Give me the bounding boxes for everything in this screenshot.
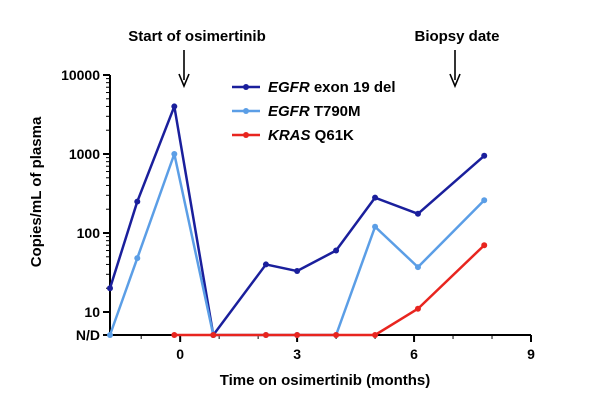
legend-marker [243,108,249,114]
data-point [481,242,488,249]
legend-label: EGFR exon 19 del [268,79,396,96]
data-point [333,247,340,254]
data-point [134,255,141,262]
data-point [414,305,421,312]
series-line [108,105,486,337]
data-point [210,332,217,338]
legend-label-italic: KRAS [268,127,311,144]
data-point [262,332,269,338]
data-point [372,223,379,230]
series-line [108,152,486,337]
annotation-1: Start of osimertinib [128,28,266,89]
data-point [414,210,421,217]
legend-label-italic: EGFR [268,79,310,96]
x-tick-label: 6 [410,346,418,362]
y-tick-label: 10000 [61,67,100,83]
legend-marker [243,132,249,138]
series-3 [171,242,488,338]
legend-label: EGFR T790M [268,103,361,120]
data-point [171,151,178,157]
data-point [107,285,113,292]
annotation-label: Start of osimertinib [128,28,266,45]
legend-label-italic: EGFR [268,103,310,120]
data-point [481,197,488,204]
legend-marker [243,84,249,90]
annotation-arrow-head [178,73,190,89]
data-point [262,261,269,268]
annotation-label: Biopsy date [414,28,499,45]
y-tick-label: 1000 [69,146,100,162]
data-point [171,103,178,110]
data-point [171,332,178,338]
data-point [134,198,141,205]
y-tick-label: 10 [84,304,100,320]
series-1 [107,103,488,338]
legend-label-rest: Q61K [311,127,355,144]
data-point [372,332,379,338]
legend-label-rest: T790M [310,103,361,120]
legend-label: KRAS Q61K [268,127,354,144]
data-point [372,194,379,201]
data-point [107,332,113,338]
legend-entry-3: KRAS Q61K [232,127,354,144]
data-point [333,332,340,338]
data-point [481,152,488,159]
x-tick-label: 9 [527,346,535,362]
data-point [294,332,301,338]
x-tick-label: 0 [176,346,184,362]
x-axis-title: Time on osimertinib (months) [220,372,431,389]
data-point [414,264,421,271]
series-line [174,244,486,337]
y-axis-title: Copies/mL of plasma [28,116,45,267]
legend-entry-1: EGFR exon 19 del [232,79,396,96]
y-tick-label: 100 [77,225,101,241]
annotation-2: Biopsy date [414,28,500,89]
legend-entry-2: EGFR T790M [232,103,361,120]
data-point [294,268,301,275]
x-tick-label: 3 [293,346,301,362]
annotation-arrow-head [449,73,461,89]
y-tick-label: N/D [76,327,100,343]
legend-label-rest: exon 19 del [310,79,396,96]
series-layer [107,103,488,338]
annotations: Start of osimertinib Biopsy date [128,28,500,89]
series-2 [107,151,488,338]
